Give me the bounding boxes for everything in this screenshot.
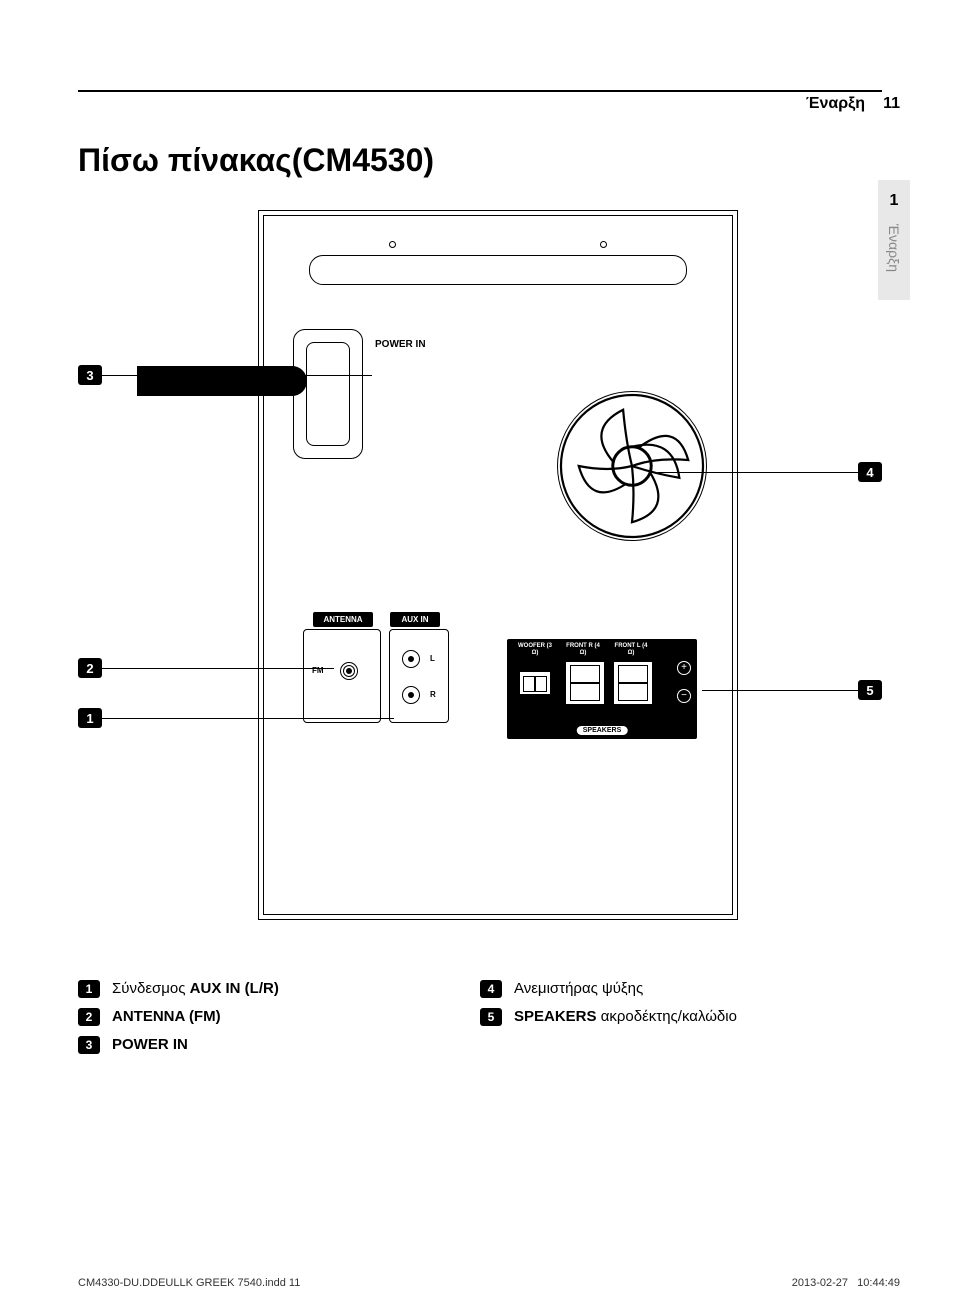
- speakers-label: SPEAKERS: [577, 726, 628, 735]
- fm-label: FM: [312, 666, 324, 675]
- connector-group: ANTENNA FM AUX IN L R: [303, 629, 463, 733]
- speakers-panel: WOOFER (3 Ω) FRONT R (4 Ω) FRONT L (4 Ω)…: [507, 639, 697, 739]
- front-l-terminal: [613, 661, 653, 705]
- legend-num-4: 4: [480, 980, 502, 998]
- legend-item-4: 4 Ανεμιστήρας ψύξης: [480, 980, 882, 998]
- aux-r-jack: [402, 686, 420, 704]
- rear-panel-diagram: 3 2 1 4 5 POWER IN: [78, 210, 882, 950]
- legend-item-5: 5 SPEAKERS ακροδέκτης/καλώδιο: [480, 1008, 882, 1026]
- woofer-col-label: WOOFER (3 Ω): [515, 643, 555, 656]
- power-in-label: POWER IN: [375, 339, 426, 350]
- callout-5: 5: [858, 680, 882, 700]
- legend-item-3: 3 POWER IN: [78, 1036, 480, 1054]
- antenna-box: ANTENNA FM: [303, 629, 381, 723]
- manual-page: Έναρξη 11 Πίσω πίνακας(CM4530) 1 Έναρξη …: [0, 0, 960, 1313]
- legend-num-5: 5: [480, 1008, 502, 1026]
- l-label: L: [430, 654, 435, 663]
- side-tab-label: Έναρξη: [886, 224, 902, 272]
- callout-3: 3: [78, 365, 102, 385]
- side-tab: 1 Έναρξη: [878, 180, 910, 300]
- footer-file: CM4330-DU.DDEULLK GREEK 7540.indd 11: [78, 1277, 300, 1289]
- legend-item-2: 2 ANTENNA (FM): [78, 1008, 480, 1026]
- aux-l-jack: [402, 650, 420, 668]
- callout-4: 4: [858, 462, 882, 482]
- device-inner-outline: [263, 215, 733, 915]
- screw-icon: [600, 241, 607, 248]
- r-label: R: [430, 690, 436, 699]
- footer-datetime: 2013-02-27 10:44:49: [792, 1277, 900, 1289]
- footer: CM4330-DU.DDEULLK GREEK 7540.indd 11 201…: [78, 1277, 900, 1289]
- callout-1: 1: [78, 708, 102, 728]
- legend-text-5: SPEAKERS ακροδέκτης/καλώδιο: [514, 1008, 737, 1025]
- front-r-col-label: FRONT R (4 Ω): [563, 643, 603, 656]
- header-section-label: Έναρξη: [806, 95, 865, 113]
- aux-title: AUX IN: [390, 612, 440, 627]
- antenna-title: ANTENNA: [313, 612, 373, 627]
- header-rule: [78, 90, 882, 92]
- legend-num-1: 1: [78, 980, 100, 998]
- power-cable: [137, 366, 307, 396]
- legend-text-3: POWER IN: [112, 1036, 188, 1053]
- minus-icon: −: [677, 689, 691, 703]
- screw-icon: [389, 241, 396, 248]
- aux-box: AUX IN L R: [389, 629, 449, 723]
- fm-antenna-jack: [340, 662, 358, 680]
- side-tab-number: 1: [890, 192, 899, 210]
- power-inlet-bracket: [293, 329, 363, 459]
- plus-icon: +: [677, 661, 691, 675]
- legend: 1 Σύνδεσμος AUX IN (L/R) 2 ANTENNA (FM) …: [78, 980, 882, 1064]
- legend-text-1: Σύνδεσμος AUX IN (L/R): [112, 980, 279, 997]
- power-inlet-inner: [306, 342, 350, 446]
- legend-text-2: ANTENNA (FM): [112, 1008, 221, 1025]
- legend-num-2: 2: [78, 1008, 100, 1026]
- legend-num-3: 3: [78, 1036, 100, 1054]
- legend-item-1: 1 Σύνδεσμος AUX IN (L/R): [78, 980, 480, 998]
- legend-col-left: 1 Σύνδεσμος AUX IN (L/R) 2 ANTENNA (FM) …: [78, 980, 480, 1064]
- header-page-number: 11: [883, 95, 900, 113]
- cooling-fan-icon: [557, 391, 707, 541]
- callout-2: 2: [78, 658, 102, 678]
- device-outline: POWER IN ANTENNA: [258, 210, 738, 920]
- woofer-terminal: [519, 671, 551, 695]
- page-title: Πίσω πίνακας(CM4530): [78, 142, 434, 179]
- front-r-terminal: [565, 661, 605, 705]
- legend-col-right: 4 Ανεμιστήρας ψύξης 5 SPEAKERS ακροδέκτη…: [480, 980, 882, 1064]
- front-l-col-label: FRONT L (4 Ω): [611, 643, 651, 656]
- top-handle-slot: [309, 255, 687, 285]
- legend-text-4: Ανεμιστήρας ψύξης: [514, 980, 643, 997]
